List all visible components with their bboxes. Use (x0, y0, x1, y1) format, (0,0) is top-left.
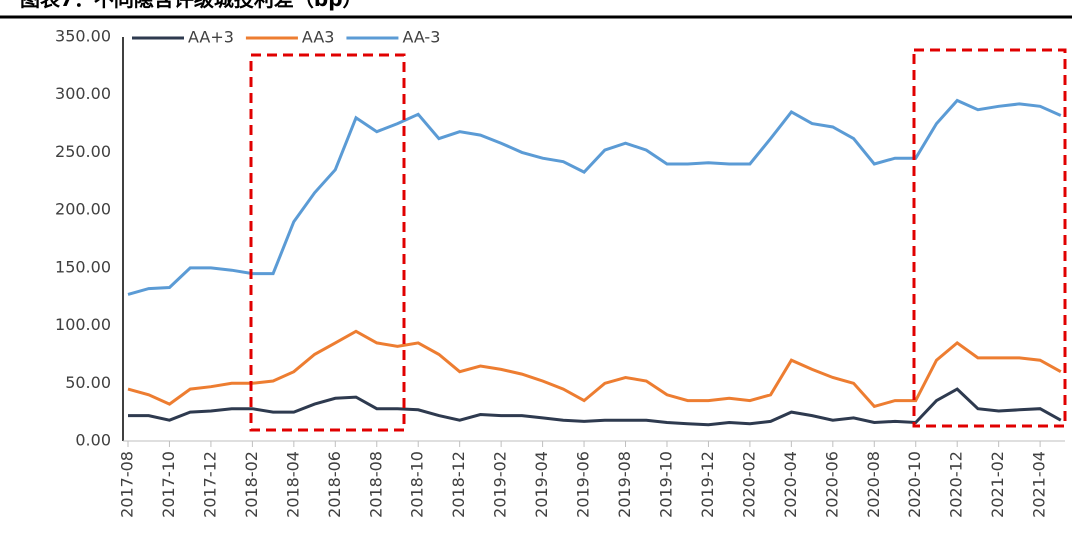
series-line (128, 387, 1062, 427)
x-tick-label: 2017-12 (200, 451, 219, 518)
x-tick-label: 2018-02 (242, 451, 261, 518)
legend-label: AA3 (302, 28, 335, 47)
x-tick-label: 2019-04 (532, 451, 551, 518)
y-tick-label: 100.00 (55, 315, 111, 334)
x-tick-label: 2020-04 (781, 451, 800, 518)
y-tick-label: 350.00 (55, 27, 111, 46)
x-tick-label: 2019-12 (698, 451, 717, 518)
series-line (127, 329, 1062, 409)
x-tick-label: 2021-04 (1030, 451, 1049, 518)
x-tick-label: 2018-06 (325, 451, 344, 518)
x-tick-label: 2018-12 (449, 451, 468, 518)
series-line (127, 98, 1062, 296)
legend-label: AA+3 (188, 28, 234, 47)
x-tick-label: 2017-08 (118, 451, 137, 518)
y-tick-label: 300.00 (55, 84, 111, 103)
x-tick-label: 2019-08 (615, 451, 634, 518)
x-tick-label: 2018-10 (408, 451, 427, 518)
chart-title: 图表7：不同隐含评级城投利差（bp） (20, 0, 363, 11)
x-tick-label: 2021-02 (988, 451, 1007, 518)
x-tick-label: 2019-10 (656, 451, 675, 518)
x-tick-label: 2020-02 (739, 451, 758, 518)
x-tick-label: 2018-08 (366, 451, 385, 518)
y-tick-label: 0.00 (75, 431, 111, 450)
x-tick-label: 2018-04 (283, 451, 302, 518)
legend-label: AA-3 (402, 28, 440, 47)
x-tick-label: 2020-12 (947, 451, 966, 518)
y-tick-label: 150.00 (55, 257, 111, 276)
y-tick-label: 200.00 (55, 200, 111, 219)
highlight-box (249, 53, 406, 432)
y-tick-label: 250.00 (55, 142, 111, 161)
x-tick-label: 2017-10 (159, 451, 178, 518)
highlight-box (912, 48, 1067, 428)
y-tick-label: 50.00 (65, 373, 111, 392)
x-tick-label: 2020-08 (864, 451, 883, 518)
x-tick-label: 2019-06 (574, 451, 593, 518)
x-tick-label: 2019-02 (491, 451, 510, 518)
x-tick-label: 2020-06 (822, 451, 841, 518)
x-tick-label: 2020-10 (905, 451, 924, 518)
